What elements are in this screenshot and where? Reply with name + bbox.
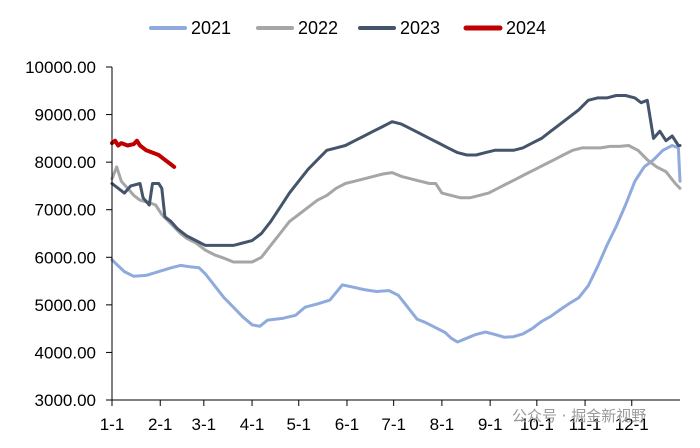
watermark-text: 公众号 · 掘金新视野: [512, 407, 646, 425]
x-tick-label: 2-1: [148, 415, 173, 434]
x-tick-label: 3-1: [192, 415, 217, 434]
legend-label-2021: 2021: [191, 18, 231, 38]
x-tick-label: 7-1: [381, 415, 406, 434]
x-tick-label: 12-1: [615, 415, 649, 434]
x-tick-label: 4-1: [240, 415, 265, 434]
x-tick-label: 9-1: [478, 415, 503, 434]
y-tick-label: 6000.00: [35, 248, 96, 267]
legend-label-2023: 2023: [400, 18, 440, 38]
series-line-2024: [110, 138, 177, 169]
y-axis-tick-labels: 3000.00 4000.00 5000.00 6000.00 7000.00 8000.…: [25, 58, 96, 410]
legend-label-2022: 2022: [298, 18, 338, 38]
y-tick-label: 9000.00: [35, 106, 96, 125]
x-tick-label: 10-1: [520, 415, 554, 434]
y-tick-label: 3000.00: [35, 391, 96, 410]
series-line-2022: [110, 144, 682, 264]
series-line-2023: [110, 94, 682, 247]
series-line-2021: [110, 144, 682, 344]
y-tick-label: 7000.00: [35, 201, 96, 220]
series-layer: [110, 94, 682, 344]
legend: 2021 2022 2023 2024: [149, 18, 546, 38]
legend-label-2024: 2024: [506, 18, 546, 38]
x-tick-label: 8-1: [430, 415, 455, 434]
y-tick-label: 10000.00: [25, 58, 96, 77]
y-tick-label: 8000.00: [35, 153, 96, 172]
axes: [106, 66, 680, 406]
x-tick-label: 5-1: [286, 415, 311, 434]
y-tick-label: 5000.00: [35, 296, 96, 315]
x-tick-label: 6-1: [335, 415, 360, 434]
x-axis-tick-labels: 1-1 2-1 3-1 4-1 5-1 6-1 7-1 8-1 9-1 10-1 11-1 12-1: [100, 415, 649, 434]
x-tick-label: 11-1: [569, 415, 602, 434]
x-tick-label: 1-1: [100, 415, 125, 434]
y-tick-label: 4000.00: [35, 343, 96, 362]
